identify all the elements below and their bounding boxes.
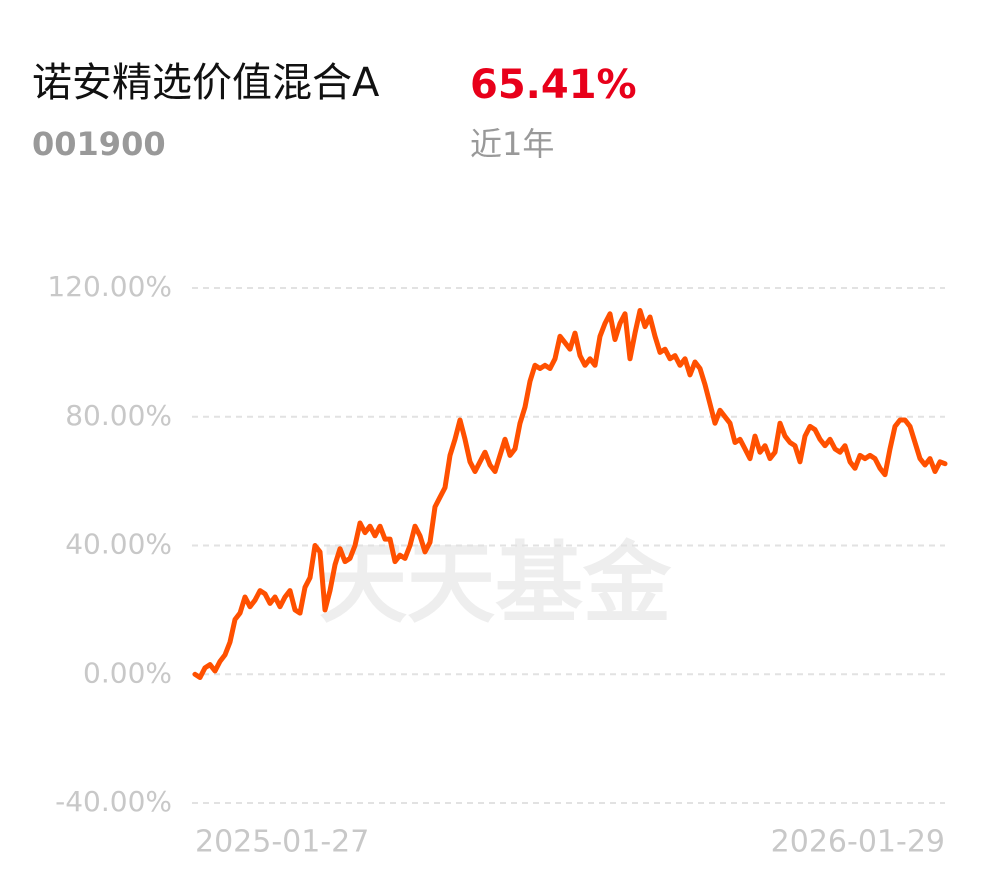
return-value: 65.41% bbox=[470, 62, 637, 108]
y-tick-label: 40.00% bbox=[65, 528, 172, 561]
y-tick-label: -40.00% bbox=[55, 785, 172, 818]
x-tick-label: 2025-01-27 bbox=[195, 825, 369, 860]
x-tick-label: 2026-01-29 bbox=[771, 825, 945, 860]
fund-code: 001900 bbox=[32, 125, 166, 163]
line-series bbox=[192, 308, 948, 680]
y-tick-label: 80.00% bbox=[65, 399, 172, 432]
y-tick-label: 120.00% bbox=[47, 270, 172, 303]
y-tick-label: 0.00% bbox=[83, 656, 172, 689]
chart-title: 诺安精选价值混合A bbox=[32, 60, 380, 106]
period-label: 近1年 bbox=[470, 125, 554, 163]
watermark: 天天基金 bbox=[319, 532, 672, 635]
